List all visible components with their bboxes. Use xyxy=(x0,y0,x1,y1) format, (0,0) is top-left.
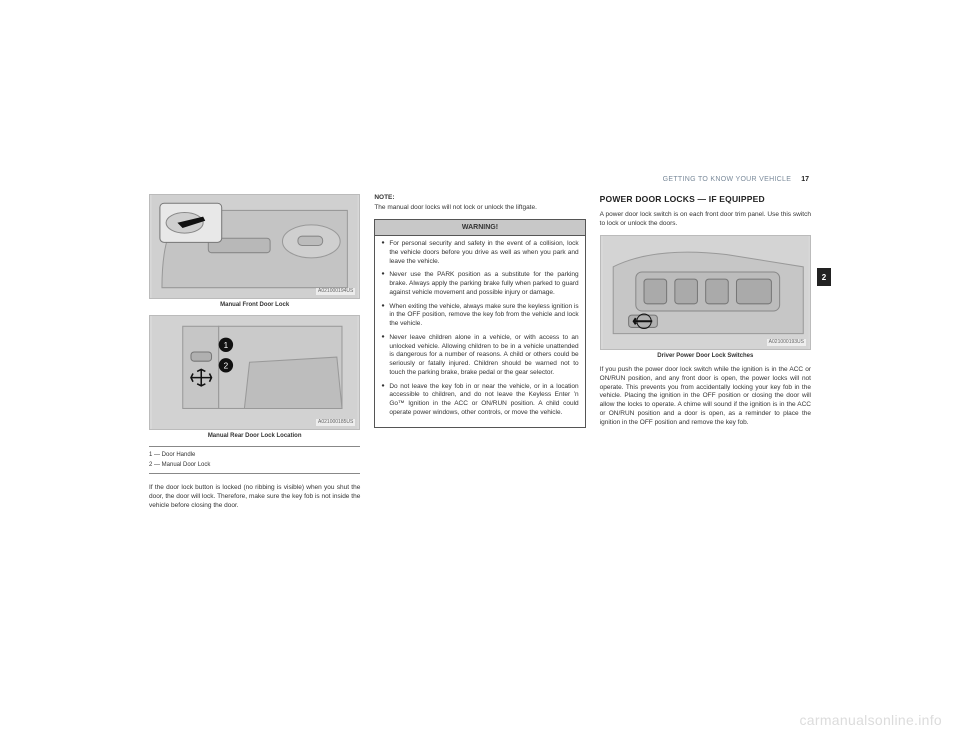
manual-page: GETTING TO KNOW YOUR VEHICLE 17 2 A02100… xyxy=(145,170,815,640)
warning-item: Never leave children alone in a vehicle,… xyxy=(381,334,578,378)
note-text: The manual door locks will not lock or u… xyxy=(374,204,585,213)
legend-item: 2 — Manual Door Lock xyxy=(149,460,360,470)
power-lock-illustration xyxy=(601,236,810,349)
warning-item: When exiting the vehicle, always make su… xyxy=(381,303,578,329)
warning-item: Do not leave the key fob in or near the … xyxy=(381,383,578,418)
warning-title: WARNING! xyxy=(375,220,584,236)
figure-legend: 1 — Door Handle 2 — Manual Door Lock xyxy=(149,446,360,474)
section-heading: POWER DOOR LOCKS — IF EQUIPPED xyxy=(600,194,811,205)
columns: A021000194US Manual Front Door Lock 1 2 … xyxy=(145,188,815,640)
watermark: carmanualsonline.info xyxy=(800,712,943,728)
figure-caption: Driver Power Door Lock Switches xyxy=(600,352,811,360)
figure-code: A021000194US xyxy=(316,288,355,295)
section-title: GETTING TO KNOW YOUR VEHICLE xyxy=(663,176,792,183)
note-label: NOTE: xyxy=(374,194,585,203)
figure-power-lock-switches: A021000193US xyxy=(600,235,811,350)
warning-box: WARNING! For personal security and safet… xyxy=(374,219,585,428)
warning-list: For personal security and safety in the … xyxy=(381,240,578,418)
heading-text: POWER DOOR LOCKS — IF EQUIPPED xyxy=(600,194,765,204)
body-text: If the door lock button is locked (no ri… xyxy=(149,484,360,510)
warning-item: Never use the PARK position as a substit… xyxy=(381,271,578,297)
figure-rear-door-lock: 1 2 A021000185US xyxy=(149,315,360,430)
column-2: NOTE: The manual door locks will not loc… xyxy=(374,194,585,640)
svg-text:2: 2 xyxy=(224,361,229,370)
column-1: A021000194US Manual Front Door Lock 1 2 … xyxy=(149,194,360,640)
svg-text:1: 1 xyxy=(224,341,229,350)
rear-door-lock-illustration: 1 2 xyxy=(150,316,359,429)
page-number: 17 xyxy=(801,176,809,183)
legend-item: 1 — Door Handle xyxy=(149,450,360,460)
warning-item: For personal security and safety in the … xyxy=(381,240,578,266)
column-3: POWER DOOR LOCKS — IF EQUIPPED A power d… xyxy=(600,194,811,640)
warning-body: For personal security and safety in the … xyxy=(375,236,584,427)
figure-front-door-lock: A021000194US xyxy=(149,194,360,299)
figure-code: A021000185US xyxy=(316,419,355,426)
chapter-tab: 2 xyxy=(817,268,831,286)
figure-code: A021000193US xyxy=(767,339,806,346)
body-text: If you push the power door lock switch w… xyxy=(600,366,811,427)
figure-caption: Manual Rear Door Lock Location xyxy=(149,432,360,440)
intro-text: A power door lock switch is on each fron… xyxy=(600,211,811,229)
figure-caption: Manual Front Door Lock xyxy=(149,301,360,309)
front-door-lock-illustration xyxy=(150,195,359,298)
page-header: GETTING TO KNOW YOUR VEHICLE 17 xyxy=(145,170,815,188)
